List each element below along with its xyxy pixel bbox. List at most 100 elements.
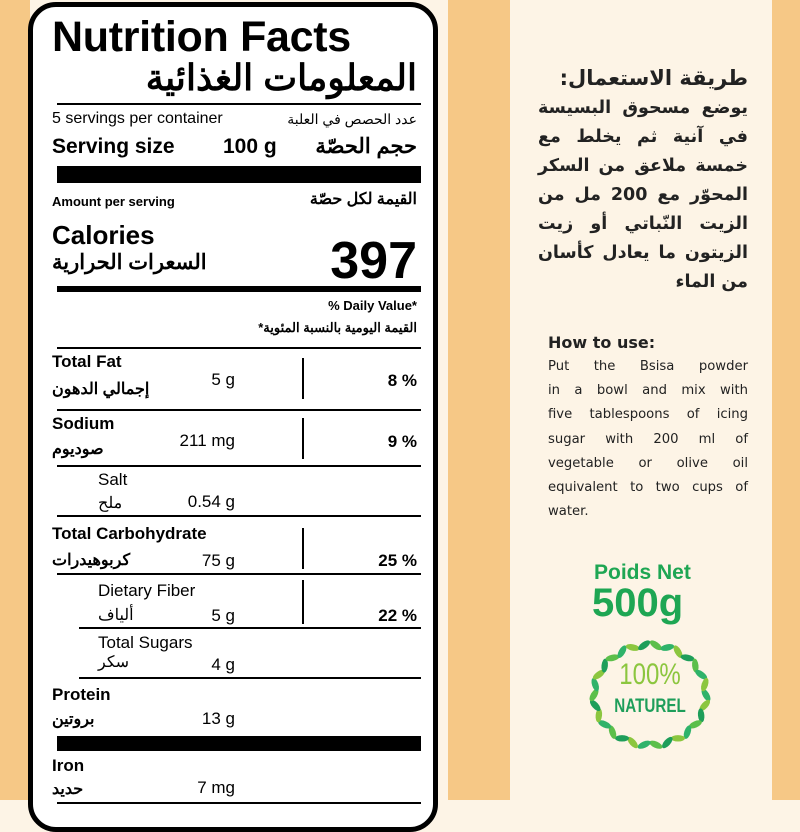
wreath-leaf <box>673 645 683 658</box>
nutrient-name: Total Carbohydrate <box>52 524 207 543</box>
wreath-leaf <box>598 720 612 729</box>
nutrient-daily-value: 25 % <box>378 551 417 570</box>
divider <box>79 677 421 679</box>
nutrient-amount: 5 g <box>211 606 235 625</box>
nutrient-name: Total Fat <box>52 352 122 371</box>
nutrient-name-ar: سكر <box>98 654 130 671</box>
calories-value: 397 <box>330 232 417 290</box>
background-band-left-edge <box>0 0 30 800</box>
wreath-leaf <box>649 740 663 749</box>
leaf-wreath-icon <box>589 640 711 749</box>
nutrient-amount: 211 mg <box>179 431 235 450</box>
instructions-en-line: sugar with 200 ml of <box>548 431 748 447</box>
thick-divider <box>57 166 421 183</box>
wreath-leaf <box>701 677 709 692</box>
thick-divider <box>57 736 421 751</box>
nutrient-name: Total Sugars <box>98 633 193 652</box>
wreath-leaf <box>697 708 705 723</box>
label-title: Nutrition Facts <box>52 13 351 61</box>
nutrient-amount: 75 g <box>201 551 235 570</box>
badge-text: NATUREL <box>614 696 686 717</box>
wreath-leaf <box>592 669 605 680</box>
wreath-leaf <box>638 640 651 651</box>
wreath-leaf <box>589 688 599 702</box>
amount-per-serving-ar: القيمة لكل حصّة <box>309 191 417 208</box>
wreath-leaf <box>688 720 702 729</box>
calories-label: Calories <box>52 220 155 250</box>
instructions-en-line: in a bowl and mix with <box>548 383 748 399</box>
instructions-en-line: Put the Bsisa powder <box>548 359 748 374</box>
divider <box>57 573 421 575</box>
wreath-leaf <box>649 640 662 651</box>
instructions-ar-line: خمسة ملاعق من السكر <box>538 156 748 176</box>
divider <box>57 465 421 467</box>
wreath-leaf <box>692 658 699 673</box>
daily-value-header-ar: القيمة اليومية بالنسبة المئوية* <box>258 320 417 335</box>
instructions-ar-heading: طريقة الاستعمال: <box>559 66 748 90</box>
badge-percent: 100% <box>619 658 681 691</box>
servings-per-container: 5 servings per container <box>52 110 223 127</box>
divider <box>57 409 421 411</box>
divider <box>57 103 421 105</box>
medium-divider <box>57 286 421 292</box>
instructions-en-line: equivalent to two cups of <box>548 480 748 496</box>
nutrient-daily-value: 9 % <box>387 432 417 451</box>
wreath-leaf <box>662 736 673 749</box>
net-weight-value: 500g <box>592 581 684 625</box>
instructions-ar-line: يوضع مسحوق البسيسة <box>538 98 748 118</box>
divider <box>57 515 421 517</box>
nutrient-name: Iron <box>52 756 85 775</box>
nutrient-name: Sodium <box>52 414 115 433</box>
divider <box>79 627 421 629</box>
nutrient-name: Dietary Fiber <box>98 581 196 600</box>
nutrient-name-ar: إجمالي الدهون <box>52 381 150 398</box>
wreath-leaf <box>660 643 675 651</box>
servings-per-container-ar: عدد الحصص في العلبة <box>287 111 417 127</box>
wreath-leaf <box>695 669 708 680</box>
nutrient-name-ar: ألياف <box>98 607 134 624</box>
divider <box>57 802 421 804</box>
net-weight-label: Poids Net <box>594 561 691 584</box>
wreath-leaf <box>591 677 599 692</box>
wreath-leaf <box>617 645 627 658</box>
daily-value-header: % Daily Value* <box>328 298 417 313</box>
wreath-leaf <box>608 725 617 739</box>
nutrient-daily-value: 8 % <box>387 371 417 390</box>
column-divider <box>302 528 304 569</box>
wreath-leaf <box>595 708 603 723</box>
background-band-left <box>448 0 510 800</box>
wreath-leaf <box>699 699 711 712</box>
nutrient-amount: 7 mg <box>197 778 235 797</box>
instructions-en-line: five tablespoons of icing <box>548 407 748 423</box>
instructions-ar-body: يوضع مسحوق البسيسة في آنية ثم يخلط مع خم… <box>538 94 748 297</box>
wreath-leaf <box>637 740 651 749</box>
nutrient-daily-value: 22 % <box>378 606 417 625</box>
column-divider <box>302 418 304 459</box>
nutrient-name-ar: صوديوم <box>52 441 104 458</box>
instructions-en-line: vegetable or olive oil <box>548 455 748 471</box>
column-divider <box>302 358 304 399</box>
wreath-leaf <box>683 725 692 739</box>
wreath-leaf <box>589 699 601 712</box>
wreath-leaf <box>680 654 695 662</box>
wreath-leaf <box>615 735 629 742</box>
wreath-leaf <box>625 643 640 651</box>
instructions-ar-line: المحوّر مع 200 مل من <box>538 185 748 205</box>
serving-size-value: 100 g <box>223 135 277 158</box>
nutrient-amount: 13 g <box>201 709 235 728</box>
nutrient-name-ar: ملح <box>98 495 123 512</box>
natural-badge: 100% NATUREL <box>584 636 716 754</box>
nutrient-name-ar: بروتين <box>52 711 95 728</box>
nutrient-amount: 5 g <box>211 370 235 389</box>
wreath-leaf <box>605 654 620 662</box>
instructions-ar-line: الزيتون ما يعادل كأسان <box>538 243 748 263</box>
nutrient-name-ar: كربوهيدرات <box>52 552 131 569</box>
wreath-leaf <box>701 688 711 702</box>
instructions-ar-line: الزيت النّباتي أو زيت <box>538 214 748 234</box>
serving-size-ar: حجم الحصّة <box>315 135 417 158</box>
divider <box>57 347 421 349</box>
wreath-leaf <box>671 735 685 742</box>
instructions-ar-line: من الماء <box>675 272 749 292</box>
instructions-en-line: water. <box>548 504 589 520</box>
instructions-ar-line: في آنية ثم يخلط مع <box>538 127 748 147</box>
